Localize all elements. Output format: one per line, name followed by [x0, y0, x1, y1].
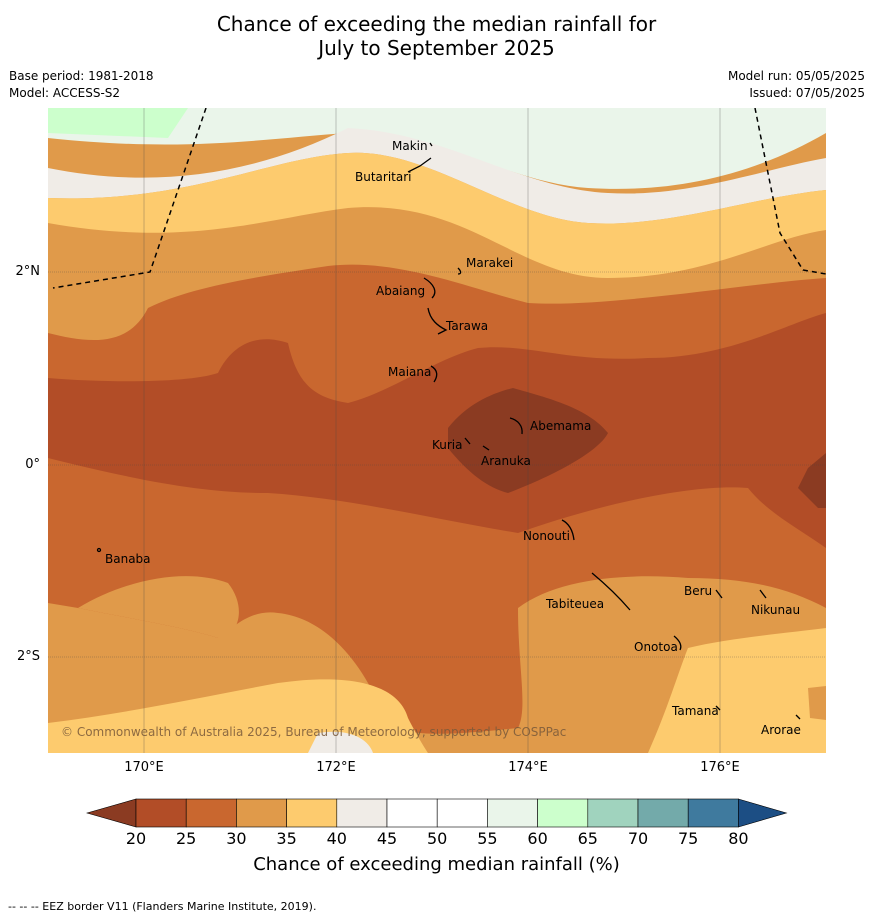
- beru-shape: [715, 589, 723, 599]
- colorbar-cell: [336, 798, 388, 828]
- colorbar-tick-label: 80: [728, 829, 749, 848]
- island-label-banaba: Banaba: [105, 552, 151, 566]
- band-30-35-south-lobe: [78, 576, 239, 638]
- colorbar-cell: [135, 798, 187, 828]
- abemama-shape: [509, 417, 523, 435]
- island-label-aranuka: Aranuka: [481, 454, 531, 468]
- tamana-shape: [715, 705, 721, 711]
- colorbar-tick-label: 55: [477, 829, 498, 848]
- colorbar-cell: [386, 798, 438, 828]
- island-label-nonouti: Nonouti: [523, 529, 570, 543]
- y-tick-2S: 2°S: [16, 649, 40, 664]
- island-label-arorae: Arorae: [761, 723, 801, 737]
- makin-shape: [429, 142, 433, 147]
- title-line-2: July to September 2025: [318, 36, 555, 60]
- colorbar-cell: [487, 798, 538, 828]
- graticule: [48, 108, 826, 753]
- marakei-shape: [457, 267, 462, 275]
- kuria-shape: [464, 437, 471, 445]
- island-label-beru: Beru: [684, 584, 712, 598]
- island-label-tabiteuea: Tabiteuea: [545, 597, 604, 611]
- meta-left: Base period: 1981-2018 Model: ACCESS-S2: [9, 68, 154, 102]
- colorbar: [86, 798, 788, 828]
- band-35-40-top: [48, 152, 826, 278]
- tarawa-shape: [427, 307, 448, 335]
- colorbar-cell: [236, 798, 287, 828]
- meta-right: Model run: 05/05/2025 Issued: 07/05/2025: [728, 68, 865, 102]
- colorbar-tick-label: 70: [627, 829, 649, 848]
- colorbar-cells: [86, 798, 788, 828]
- colorbar-tick-label: 65: [577, 829, 598, 848]
- copyright-notice: © Commonwealth of Australia 2025, Bureau…: [61, 725, 566, 739]
- band-35-40-southeast: [648, 628, 826, 753]
- colorbar-tick-label: 30: [226, 829, 247, 848]
- island-label-abemama: Abemama: [530, 419, 591, 433]
- band-below-20-east: [798, 453, 826, 508]
- colorbar-cell: [537, 798, 589, 828]
- island-label-tarawa: Tarawa: [445, 319, 488, 333]
- banaba-shape: [96, 547, 102, 553]
- band-30-35-southeast-notch: [808, 686, 826, 720]
- island-label-nikunau: Nikunau: [751, 603, 800, 617]
- model-run: Model run: 05/05/2025: [727, 69, 865, 83]
- eez-border: [52, 108, 826, 289]
- x-tick-176E: 176°E: [700, 760, 740, 775]
- island-label-kuria: Kuria: [432, 438, 463, 452]
- band-40-45-top: [48, 128, 826, 224]
- rainfall-map: Makin Butaritari Marakei Abaiang Tarawa …: [48, 108, 826, 753]
- eez-footnote: -- -- -- EEZ border V11 (Flanders Marine…: [8, 900, 317, 913]
- base-period: Base period: 1981-2018: [9, 69, 154, 83]
- maiana-shape: [430, 365, 438, 383]
- colorbar-cell: [286, 798, 338, 828]
- colorbar-tick-label: 20: [125, 829, 147, 848]
- colorbar-tick-label: 45: [376, 829, 398, 848]
- arorae-shape: [795, 714, 801, 720]
- y-tick-2N: 2°N: [15, 264, 41, 279]
- island-label-butaritari: Butaritari: [355, 170, 412, 184]
- x-tick-174E: 174°E: [508, 760, 548, 775]
- y-tick-0: 0°: [25, 457, 40, 472]
- band-55-60-top: [48, 108, 188, 138]
- aranuka-shape: [482, 445, 490, 451]
- colorbar-cell: [687, 798, 739, 828]
- colorbar-label: Chance of exceeding median rainfall (%): [253, 854, 620, 875]
- colorbar-cell: [436, 798, 488, 828]
- map-title: Chance of exceeding the median rainfall …: [0, 12, 873, 60]
- band-40-45-south: [308, 731, 373, 753]
- colorbar-cell: [587, 798, 639, 828]
- colorbar-tick-label: 75: [678, 829, 699, 848]
- x-tick-172E: 172°E: [316, 760, 356, 775]
- band-20-25: [48, 313, 826, 548]
- nonouti-shape: [561, 519, 575, 541]
- colorbar-cell: [637, 798, 689, 828]
- island-label-makin: Makin: [392, 139, 428, 153]
- colorbar-tick-label: 60: [527, 829, 548, 848]
- island-outlines: [96, 142, 801, 720]
- band-45-55-top: [48, 108, 826, 189]
- nikunau-shape: [759, 589, 767, 599]
- island-label-maiana: Maiana: [388, 365, 431, 379]
- butaritari-shape: [407, 157, 432, 173]
- title-line-1: Chance of exceeding the median rainfall …: [216, 12, 657, 36]
- island-label-marakei: Marakei: [466, 256, 513, 270]
- colorbar-tick-label: 35: [276, 829, 297, 848]
- onotoa-shape: [673, 635, 682, 651]
- colorbar-tick-label: 50: [427, 829, 448, 848]
- model-name: Model: ACCESS-S2: [9, 86, 121, 100]
- island-label-onotoa: Onotoa: [634, 640, 678, 654]
- island-label-abaiang: Abaiang: [376, 284, 425, 298]
- colorbar-cell: [185, 798, 237, 828]
- colorbar-tick-label: 40: [326, 829, 347, 848]
- tabiteuea-shape: [591, 572, 631, 611]
- abaiang-shape: [423, 277, 436, 299]
- colorbar-over-arrow: [738, 798, 788, 828]
- colorbar-tick-label: 25: [176, 829, 197, 848]
- x-tick-170E: 170°E: [124, 760, 164, 775]
- island-label-tamana: Tamana: [671, 704, 719, 718]
- colorbar-under-arrow: [86, 798, 137, 828]
- issued-date: Issued: 07/05/2025: [749, 86, 865, 100]
